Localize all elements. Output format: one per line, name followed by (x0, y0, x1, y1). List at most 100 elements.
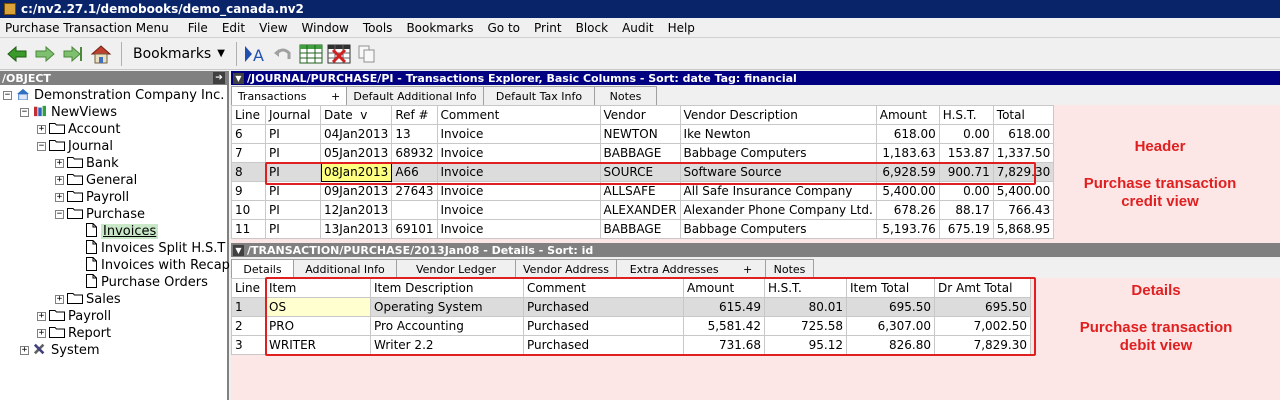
table-cell[interactable]: 153.87 (938, 143, 994, 163)
table-cell[interactable]: PI (265, 143, 321, 163)
expand-icon[interactable]: + (37, 124, 46, 134)
table-cell[interactable]: 11 (231, 219, 266, 239)
table-cell[interactable]: WRITER (265, 335, 371, 355)
table-cell[interactable]: Writer 2.2 (370, 335, 524, 355)
back-arrow-icon[interactable] (4, 41, 30, 67)
table-cell[interactable]: Purchased (523, 316, 684, 336)
pin-icon[interactable]: ➔ (213, 72, 225, 84)
table-cell[interactable]: Babbage Computers (679, 219, 877, 239)
home-icon[interactable] (88, 41, 114, 67)
table-cell[interactable]: Software Source (679, 162, 877, 182)
table-cell[interactable]: Invoice (436, 219, 601, 239)
panel-menu-icon[interactable]: ▼ (233, 72, 244, 84)
table-cell[interactable]: 615.49 (683, 297, 765, 317)
table-cell[interactable]: OS (265, 297, 371, 317)
column-header[interactable]: Item (265, 278, 371, 298)
tab-1[interactable]: Default Additional Info (346, 86, 484, 105)
table-cell[interactable]: 12Jan2013 (319, 200, 393, 220)
table-cell[interactable]: 5,400.00 (992, 181, 1055, 201)
table-row[interactable]: 6 PI 04Jan2013 13 Invoice NEWTON Ike Newton 618… (231, 124, 1055, 144)
expand-icon[interactable]: + (55, 294, 64, 304)
tree-node[interactable]: + Report (37, 325, 111, 342)
table-cell[interactable]: 6 (231, 124, 266, 144)
column-header[interactable]: Total (992, 105, 1055, 125)
expand-icon[interactable]: + (55, 175, 64, 185)
table-cell[interactable]: ALLSAFE (599, 181, 681, 201)
table-cell[interactable]: Invoice (436, 143, 601, 163)
tree-node[interactable]: + Payroll (55, 189, 129, 206)
table-cell[interactable]: Invoice (436, 181, 601, 201)
table-cell[interactable]: Alexander Phone Company Ltd. (679, 200, 877, 220)
tab-2[interactable]: Default Tax Info (483, 86, 595, 105)
table-cell[interactable]: 13 (391, 124, 438, 144)
expand-icon[interactable]: + (37, 328, 46, 338)
expand-icon[interactable]: + (20, 345, 29, 355)
table-cell[interactable]: 1 (231, 297, 266, 317)
tab-0[interactable]: Details (231, 259, 294, 278)
column-header[interactable]: Line (231, 278, 266, 298)
table-cell[interactable]: 900.71 (938, 162, 994, 182)
table-cell[interactable]: 5,400.00 (875, 181, 940, 201)
copy-icon[interactable] (354, 41, 380, 67)
table-cell[interactable]: 731.68 (683, 335, 765, 355)
menu-block[interactable]: Block (575, 20, 609, 35)
find-icon[interactable]: A (242, 41, 268, 67)
table-cell[interactable]: 2 (231, 316, 266, 336)
column-header[interactable]: H.S.T. (938, 105, 994, 125)
tab-0[interactable]: Transactions + (231, 86, 347, 105)
table-cell[interactable]: 766.43 (992, 200, 1055, 220)
table-row[interactable]: 11 PI 13Jan2013 69101 Invoice BABBAGE Babbage … (231, 219, 1055, 239)
table-cell[interactable]: Pro Accounting (370, 316, 524, 336)
panel-menu-icon[interactable]: ▼ (233, 244, 244, 256)
table-cell[interactable]: Invoice (436, 124, 601, 144)
delete-grid-icon[interactable] (326, 41, 352, 67)
menu-view[interactable]: View (259, 20, 288, 35)
table-cell[interactable]: 5,193.76 (875, 219, 940, 239)
column-header[interactable]: Vendor Description (679, 105, 877, 125)
tree-node[interactable]: + Bank (55, 155, 119, 172)
table-cell[interactable]: Babbage Computers (679, 143, 877, 163)
forward-arrow-icon[interactable] (32, 41, 58, 67)
tree-node[interactable]: Purchase Orders (86, 273, 208, 291)
table-row[interactable]: 7 PI 05Jan2013 68932 Invoice BABBAGE Babbage C… (231, 143, 1055, 163)
table-cell[interactable]: 9 (231, 181, 266, 201)
table-cell[interactable]: Operating System (370, 297, 524, 317)
table-cell[interactable]: Invoice (436, 162, 601, 182)
table-cell[interactable]: All Safe Insurance Company (679, 181, 877, 201)
table-cell[interactable]: 826.80 (846, 335, 935, 355)
table-cell[interactable]: 1,183.63 (875, 143, 940, 163)
column-header[interactable]: Comment (523, 278, 684, 298)
table-cell[interactable]: 7,829.30 (992, 162, 1055, 182)
table-cell[interactable]: 3 (231, 335, 266, 355)
table-cell[interactable]: 5,581.42 (683, 316, 765, 336)
table-cell[interactable]: 95.12 (764, 335, 847, 355)
table-cell[interactable]: 68932 (391, 143, 438, 163)
table-cell[interactable]: 618.00 (875, 124, 940, 144)
table-cell[interactable]: 678.26 (875, 200, 940, 220)
table-cell[interactable]: 675.19 (938, 219, 994, 239)
table-cell[interactable]: 09Jan2013 (319, 181, 393, 201)
table-cell[interactable]: 695.50 (934, 297, 1031, 317)
table-cell[interactable]: 0.00 (938, 181, 994, 201)
column-header[interactable]: Date v (319, 105, 393, 125)
expand-icon[interactable]: + (37, 311, 46, 321)
column-header[interactable]: Amount (683, 278, 765, 298)
table-cell[interactable]: 5,868.95 (992, 219, 1055, 239)
table-cell[interactable]: A66 (391, 162, 438, 182)
tree-node[interactable]: + General (55, 172, 137, 189)
column-header[interactable]: Journal (265, 105, 321, 125)
table-cell[interactable]: 6,307.00 (846, 316, 935, 336)
table-cell[interactable]: Invoice (436, 200, 601, 220)
column-header[interactable]: H.S.T. (764, 278, 847, 298)
table-cell[interactable]: Ike Newton (679, 124, 877, 144)
table-row[interactable]: 2 PRO Pro Accounting Purchased 5,581.42 725.5… (231, 316, 1031, 336)
column-header[interactable]: Item Total (846, 278, 935, 298)
tab-2[interactable]: Vendor Ledger (396, 259, 516, 278)
table-cell[interactable]: PI (265, 200, 321, 220)
table-cell[interactable]: 725.58 (764, 316, 847, 336)
table-row[interactable]: 10 PI 12Jan2013 Invoice ALEXANDER Alexander P… (231, 200, 1055, 220)
table-cell[interactable]: 69101 (391, 219, 438, 239)
table-cell[interactable]: Purchased (523, 335, 684, 355)
table-cell[interactable]: BABBAGE (599, 143, 681, 163)
table-cell[interactable]: 0.00 (938, 124, 994, 144)
